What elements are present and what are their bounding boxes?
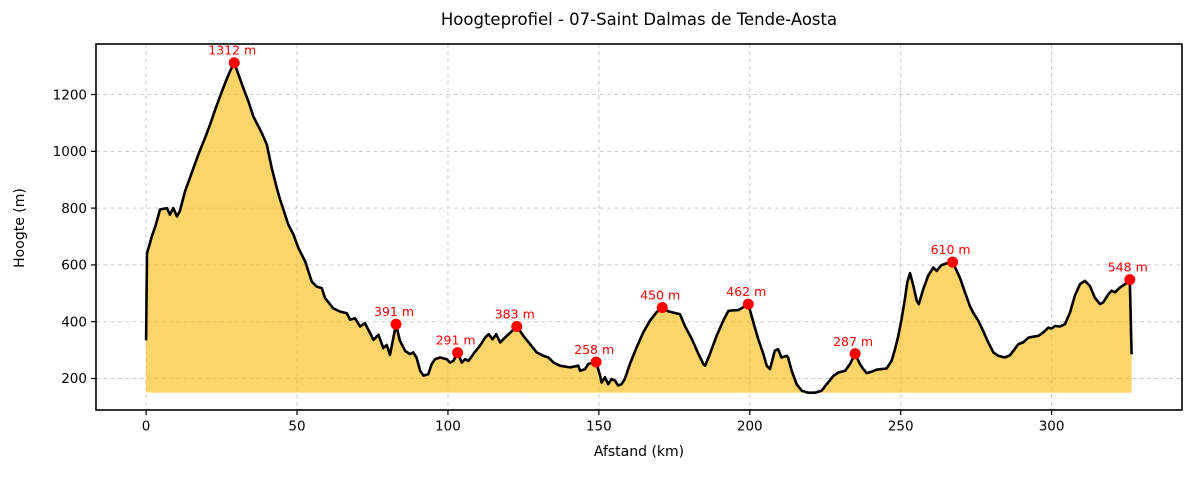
x-tick-label: 100 <box>435 419 461 435</box>
y-tick-label: 200 <box>61 371 87 387</box>
y-tick-label: 600 <box>61 258 87 274</box>
peak-marker <box>1124 274 1136 286</box>
elevation-line <box>144 61 1133 394</box>
x-axis-label: Afstand (km) <box>593 444 685 460</box>
peak-label: 383 m <box>495 307 535 322</box>
peak-marker <box>742 298 754 310</box>
peak-marker <box>947 256 959 268</box>
peak-label: 610 m <box>931 242 971 257</box>
peak-label: 391 m <box>374 304 414 319</box>
plot-border <box>95 43 1183 411</box>
peak-label: 287 m <box>833 334 873 349</box>
peak-label: 258 m <box>574 342 614 357</box>
x-tick-label: 200 <box>737 419 763 435</box>
x-tick-label: 150 <box>586 419 612 435</box>
peak-marker <box>228 57 240 69</box>
chart-title: Hoogteprofiel - 07-Saint Dalmas de Tende… <box>440 10 838 29</box>
peak-marker <box>656 301 668 313</box>
y-tick-label: 1000 <box>53 144 87 160</box>
x-tick-label: 0 <box>142 419 151 435</box>
peak-marker <box>511 321 523 333</box>
x-tick-label: 250 <box>888 419 914 435</box>
peak-marker <box>590 356 602 368</box>
y-tick-label: 400 <box>61 314 87 330</box>
peak-label: 462 m <box>726 284 766 299</box>
peak-label: 291 m <box>436 333 476 348</box>
x-tick-label: 50 <box>288 419 305 435</box>
elevation-area <box>146 62 1132 393</box>
peak-marker <box>452 347 464 359</box>
peak-marker <box>849 348 861 360</box>
y-tick-label: 800 <box>61 201 87 217</box>
peak-label: 450 m <box>640 287 680 302</box>
y-tick-label: 1200 <box>53 87 87 103</box>
peak-label: 1312 m <box>208 43 256 58</box>
peak-marker <box>390 318 402 330</box>
peak-label: 548 m <box>1108 260 1148 275</box>
x-tick-label: 300 <box>1039 419 1065 435</box>
